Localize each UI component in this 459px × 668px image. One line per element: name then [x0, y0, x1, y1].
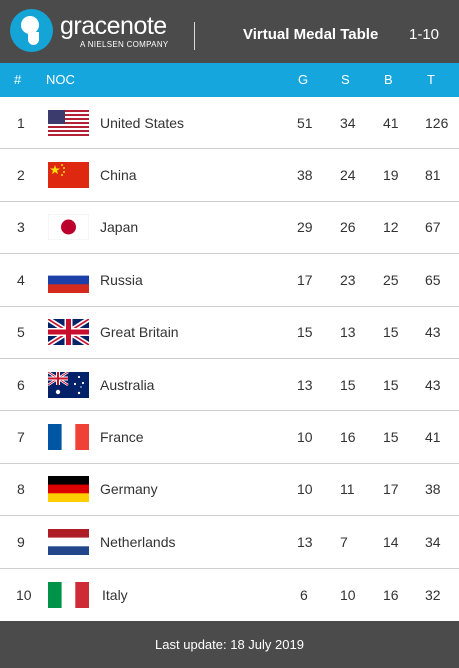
- total-count: 81: [425, 167, 441, 184]
- bronze-count: 12: [383, 219, 399, 236]
- gold-count: 10: [297, 481, 313, 498]
- silver-count: 7: [340, 533, 348, 550]
- rank-cell: 6: [17, 376, 25, 393]
- germany-flag-icon: [48, 476, 89, 503]
- page-title: Virtual Medal Table: [243, 26, 379, 43]
- table-row[interactable]: 4 Russia 17 23 25 65: [0, 254, 459, 307]
- silver-count: 16: [340, 429, 356, 446]
- header-divider: [194, 22, 195, 50]
- column-header-rank[interactable]: #: [14, 72, 22, 87]
- table-row[interactable]: 10 Italy 6 10 16 32: [0, 569, 459, 621]
- table-row[interactable]: 6 Australia 13 15: [0, 359, 459, 412]
- column-header-total[interactable]: T: [427, 72, 435, 87]
- rank-cell: 9: [17, 533, 25, 550]
- gracenote-logo-icon: [10, 9, 53, 52]
- bronze-count: 17: [383, 481, 399, 498]
- country-name: France: [100, 429, 144, 446]
- silver-count: 24: [340, 167, 356, 184]
- bronze-count: 25: [383, 271, 399, 288]
- table-row[interactable]: 9 Netherlands 13 7 14 34: [0, 516, 459, 569]
- gold-count: 38: [297, 167, 313, 184]
- table-row[interactable]: 5 Great Britain 15 13 15 43: [0, 307, 459, 359]
- total-count: 38: [425, 481, 441, 498]
- country-name: Germany: [100, 481, 158, 498]
- gold-count: 15: [297, 324, 313, 341]
- gold-count: 17: [297, 271, 313, 288]
- column-header-row: # NOC G S B T: [0, 63, 459, 97]
- silver-count: 10: [340, 586, 356, 603]
- rank-cell: 4: [17, 271, 25, 288]
- brand-subtitle: A NIELSEN COMPANY: [80, 40, 169, 49]
- country-name: Italy: [102, 586, 128, 603]
- gold-count: 13: [297, 533, 313, 550]
- great-britain-flag-icon: [48, 319, 89, 346]
- header: gracenote A NIELSEN COMPANY Virtual Meda…: [0, 0, 459, 63]
- table-row[interactable]: 2 China 38 24 19 81: [0, 149, 459, 202]
- gold-count: 13: [297, 376, 313, 393]
- rank-cell: 8: [17, 481, 25, 498]
- gold-count: 6: [300, 586, 308, 603]
- country-name: China: [100, 167, 137, 184]
- total-count: 41: [425, 429, 441, 446]
- bronze-count: 14: [383, 533, 399, 550]
- bronze-count: 15: [383, 376, 399, 393]
- country-name: Japan: [100, 219, 139, 236]
- gold-count: 10: [297, 429, 313, 446]
- usa-flag-icon: [48, 109, 89, 136]
- total-count: 32: [425, 586, 441, 603]
- column-header-bronze[interactable]: B: [384, 72, 393, 87]
- silver-count: 26: [340, 219, 356, 236]
- silver-count: 23: [340, 271, 356, 288]
- total-count: 65: [425, 271, 441, 288]
- footer-last-update: Last update: 18 July 2019: [0, 621, 459, 668]
- total-count: 126: [425, 114, 449, 131]
- country-name: Great Britain: [100, 324, 179, 341]
- bronze-count: 15: [383, 429, 399, 446]
- bronze-count: 16: [383, 586, 399, 603]
- total-count: 43: [425, 376, 441, 393]
- medal-table-body: 1 United States 51 34 41 126 2: [0, 97, 459, 621]
- table-row[interactable]: 8 Germany 10 11 17 38: [0, 464, 459, 517]
- bronze-count: 41: [383, 114, 399, 131]
- table-row[interactable]: 3 Japan 29 26 12 67: [0, 202, 459, 255]
- rank-cell: 5: [17, 324, 25, 341]
- total-count: 34: [425, 533, 441, 550]
- gold-count: 29: [297, 219, 313, 236]
- country-name: United States: [100, 114, 185, 131]
- range-label: 1-10: [409, 26, 440, 43]
- rank-cell: 2: [17, 167, 25, 184]
- country-name: Australia: [100, 376, 155, 393]
- australia-flag-icon: [48, 371, 89, 398]
- rank-cell: 1: [17, 114, 25, 131]
- silver-count: 34: [340, 114, 356, 131]
- column-header-gold[interactable]: G: [298, 72, 309, 87]
- japan-flag-icon: [48, 214, 89, 241]
- country-name: Russia: [100, 271, 143, 288]
- total-count: 67: [425, 219, 441, 236]
- table-row[interactable]: 1 United States 51 34 41 126: [0, 97, 459, 150]
- column-header-noc[interactable]: NOC: [46, 72, 75, 87]
- france-flag-icon: [48, 424, 89, 451]
- gold-count: 51: [297, 114, 313, 131]
- rank-cell: 10: [16, 586, 32, 603]
- silver-count: 11: [340, 481, 355, 498]
- bronze-count: 19: [383, 167, 399, 184]
- bronze-count: 15: [383, 324, 399, 341]
- china-flag-icon: [48, 162, 89, 189]
- rank-cell: 7: [17, 429, 25, 446]
- silver-count: 15: [340, 376, 356, 393]
- italy-flag-icon: [48, 581, 89, 608]
- silver-count: 13: [340, 324, 356, 341]
- rank-cell: 3: [17, 219, 25, 236]
- netherlands-flag-icon: [48, 528, 89, 555]
- column-header-silver[interactable]: S: [341, 72, 350, 87]
- country-name: Netherlands: [100, 533, 176, 550]
- table-row[interactable]: 7 France 10 16 15 41: [0, 411, 459, 464]
- russia-flag-icon: [48, 266, 89, 293]
- total-count: 43: [425, 324, 441, 341]
- brand-name: gracenote: [60, 12, 167, 40]
